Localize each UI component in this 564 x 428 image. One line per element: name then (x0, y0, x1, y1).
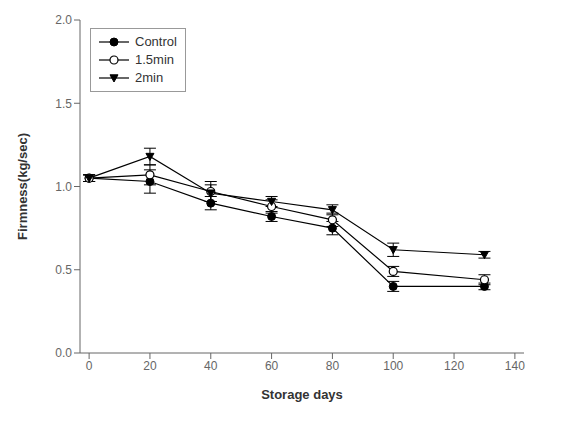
svg-text:100: 100 (383, 359, 403, 373)
html-text:1.5min: 1.5min (135, 52, 174, 67)
svg-text:2.0: 2.0 (55, 13, 72, 27)
svg-text:1.0: 1.0 (55, 180, 72, 194)
svg-text:Firmness(kg/sec): Firmness(kg/sec) (15, 133, 30, 240)
html-text:Control: Control (135, 34, 177, 49)
svg-text:1.5: 1.5 (55, 97, 72, 111)
svg-text:120: 120 (444, 359, 464, 373)
svg-text:Storage days: Storage days (261, 387, 343, 402)
svg-text:20: 20 (143, 359, 157, 373)
svg-text:0: 0 (86, 359, 93, 373)
svg-text:0.5: 0.5 (55, 263, 72, 277)
svg-text:140: 140 (505, 359, 525, 373)
svg-text:60: 60 (265, 359, 279, 373)
svg-text:0.0: 0.0 (55, 346, 72, 360)
svg-text:40: 40 (204, 359, 218, 373)
svg-text:80: 80 (326, 359, 340, 373)
html-text:2min: 2min (135, 70, 164, 85)
